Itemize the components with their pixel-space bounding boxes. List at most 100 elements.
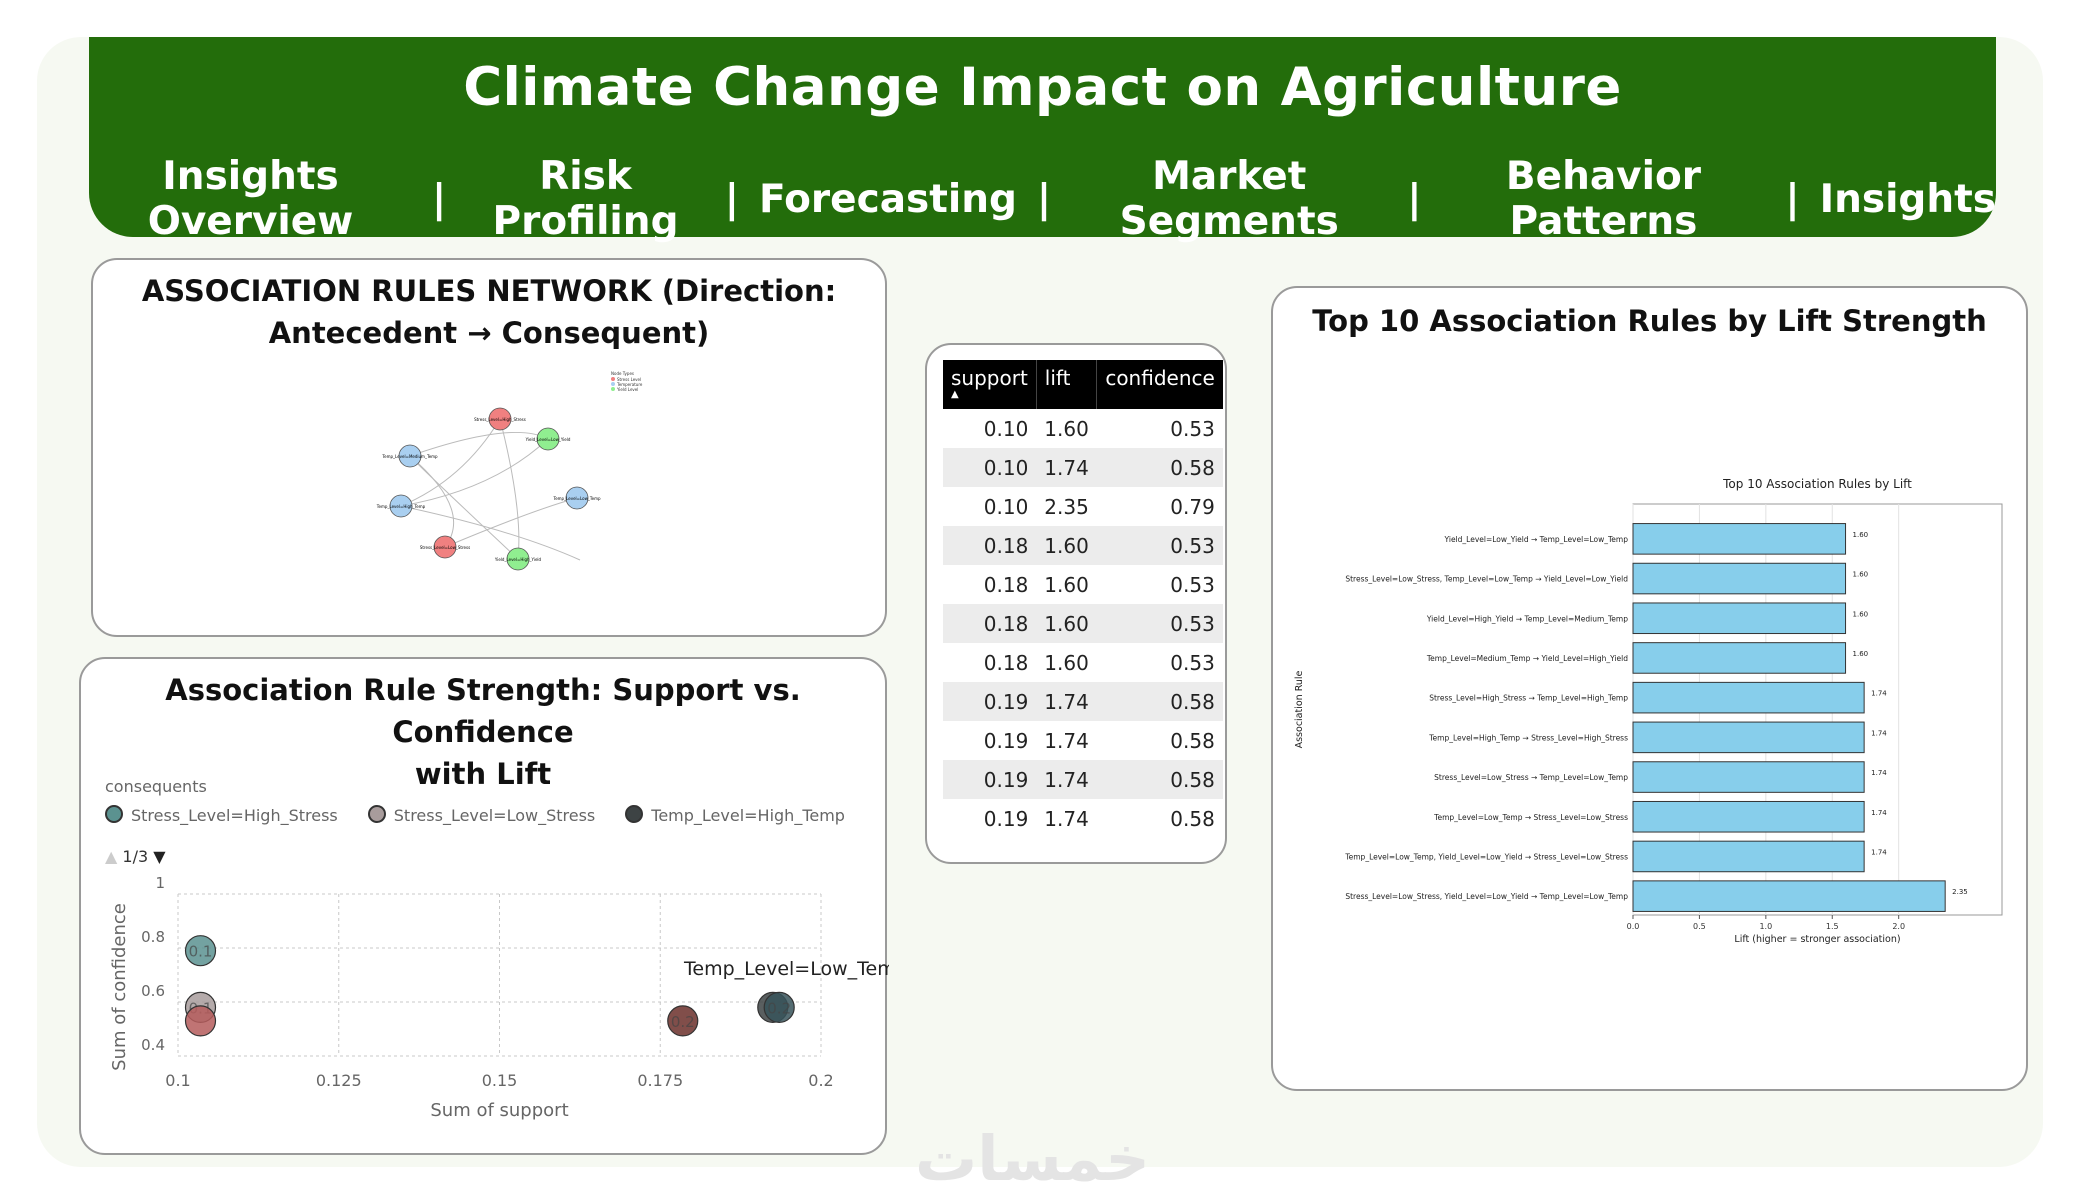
legend-item-high-temp[interactable]: Temp_Level=High_Temp [625, 805, 845, 825]
table-cell-lift: 1.74 [1044, 806, 1089, 831]
network-edge [400, 505, 581, 561]
network-edge [499, 418, 520, 560]
legend-item-low-stress[interactable]: Stress_Level=Low_Stress [367, 805, 595, 825]
table-cell-confidence: 0.53 [1096, 604, 1223, 643]
nav-insights[interactable]: Insights [1819, 176, 1996, 222]
scatter-point[interactable]: 0.2 [763, 991, 795, 1023]
scatter-point[interactable]: 0.1 [184, 935, 217, 967]
legend-label: Stress_Level=High_Stress [131, 806, 338, 825]
scatter-legend: Stress_Level=High_Stress Stress_Level=Lo… [105, 805, 845, 825]
table-row: 0.18 1.60 0.53 [943, 565, 1223, 604]
nav-separator: | [1407, 176, 1422, 222]
network-edge [444, 497, 578, 548]
rules-table: support ▲ lift confidence 0.10 1.60 0.53 0.… [943, 360, 1223, 838]
table-cell-confidence: 0.53 [1096, 526, 1223, 565]
network-title: ASSOCIATION RULES NETWORK (Direction: An… [93, 270, 885, 354]
legend-dot-yield [611, 387, 615, 391]
network-edge [400, 438, 549, 507]
network-graph: Node Types Stress Level Temperature Yiel… [376, 371, 643, 571]
pager-prev-button[interactable]: ▲ [105, 847, 118, 866]
col-support[interactable]: support ▲ [943, 360, 1037, 409]
bar-x-tick-label: 1.0 [1759, 922, 1772, 931]
scatter-point-marker[interactable] [184, 935, 217, 967]
lift-bar[interactable] [1632, 681, 1865, 714]
y-tick-label: 0.6 [141, 982, 165, 1000]
legend-swatch [625, 805, 644, 823]
legend-item-high-stress[interactable]: Stress_Level=High_Stress [105, 805, 338, 825]
table-cell-confidence: 0.79 [1170, 494, 1215, 519]
table-row: 0.10 1.60 0.53 [943, 409, 1223, 448]
legend-label: Temp_Level=High_Temp [651, 806, 845, 825]
nav-forecasting[interactable]: Forecasting [759, 176, 1017, 222]
nav-risk-profiling[interactable]: Risk Profiling [492, 154, 679, 244]
lift-bar-value-label: 1.74 [1871, 769, 1887, 777]
lift-bar-value-label: 1.74 [1871, 729, 1887, 737]
table-cell-support: 0.19 [943, 682, 1037, 721]
network-edge [409, 432, 549, 457]
scatter-point-label: 0.1 [189, 943, 213, 961]
x-axis-label: Sum of support [430, 1100, 568, 1121]
node-temp-medium [398, 444, 422, 468]
scatter-card: Association Rule Strength: Support vs. C… [79, 657, 889, 1155]
x-tick-label: 0.1 [165, 1071, 190, 1090]
table-cell-lift: 1.74 [1036, 682, 1097, 721]
network-edge [409, 455, 519, 560]
table-cell-confidence: 0.58 [1170, 728, 1215, 753]
network-card: ASSOCIATION RULES NETWORK (Direction: An… [91, 258, 887, 637]
node-label: Stress_Level=High_Stress [474, 417, 526, 422]
network-title-line1: ASSOCIATION RULES NETWORK (Direction: [141, 274, 837, 308]
nav-separator: | [724, 176, 740, 222]
bar-category-label: Yield_Level=High_Yield → Temp_Level=Medi… [1426, 614, 1628, 623]
bar-x-tick-label: 1.5 [1826, 922, 1839, 931]
lift-bar[interactable] [1632, 761, 1865, 793]
table-row: 0.19 1.74 0.58 [943, 682, 1223, 721]
network-title-line2: Antecedent → Consequent) [268, 316, 710, 350]
nav-insights-overview[interactable]: Insights Overview [147, 154, 354, 244]
lift-bar[interactable] [1632, 721, 1865, 754]
lift-bar-value-label: 1.74 [1871, 809, 1887, 817]
scatter-plot: 0.1 0.125 0.15 0.175 0.2 0.4 0.6 0.8 1 Sum of sup… [109, 874, 889, 1121]
bar-x-axis-label: Lift (higher = stronger association) [1734, 934, 1900, 945]
pager-next-button[interactable]: ▼ [153, 847, 166, 866]
bar-x-tick-label: 2.0 [1892, 922, 1905, 931]
network-nodes [389, 407, 589, 571]
col-confidence[interactable]: confidence [1096, 360, 1223, 409]
nav-market-segments[interactable]: Market Segments [1119, 154, 1339, 244]
dashboard-header: Climate Change Impact on Agriculture Ins… [89, 37, 1996, 244]
lift-bar-value-label: 1.74 [1871, 848, 1887, 856]
nav-behavior-patterns[interactable]: Behavior Patterns [1505, 154, 1701, 244]
scatter-point-marker[interactable] [184, 1005, 217, 1037]
scatter-point-marker[interactable] [763, 991, 795, 1023]
lift-bar[interactable] [1632, 523, 1847, 555]
lift-bar[interactable] [1632, 840, 1865, 873]
node-label: Yield_Level=Low_Yield [525, 437, 571, 442]
bar-category-label: Temp_Level=Low_Temp → Stress_Level=Low_S… [1433, 813, 1628, 822]
bar-category-label: Stress_Level=Low_Stress, Yield_Level=Low… [1345, 892, 1628, 901]
table-cell-confidence: 0.58 [1096, 682, 1223, 721]
lift-bar-value-label: 1.60 [1853, 571, 1869, 579]
scatter-point[interactable] [184, 1005, 217, 1037]
bar-x-tick-label: 0.5 [1693, 922, 1706, 931]
table-cell-support: 0.10 [983, 494, 1029, 519]
col-lift[interactable]: lift [1036, 360, 1098, 409]
sort-ascending-icon: ▲ [951, 389, 959, 400]
lift-bar[interactable] [1632, 562, 1847, 595]
legend-dot-temp [611, 382, 615, 386]
legend-pager: ▲ 1/3 ▼ [105, 847, 166, 866]
node-temp-low [565, 486, 589, 510]
scatter-point-label: 0.2 [767, 999, 791, 1017]
scatter-point[interactable]: 0.2 [667, 1005, 699, 1037]
lift-bar[interactable] [1632, 800, 1865, 833]
lift-bar[interactable] [1632, 602, 1847, 635]
network-edge [400, 418, 501, 507]
table-cell-support: 0.19 [943, 760, 1037, 799]
bar-chart-title: Top 10 Association Rules by Lift [1722, 477, 1912, 491]
table-cell-confidence: 0.58 [1096, 760, 1223, 799]
bar-category-label: Stress_Level=Low_Stress, Temp_Level=Low_… [1345, 575, 1628, 584]
y-tick-label: 1 [155, 874, 165, 892]
scatter-point-marker[interactable] [667, 1005, 699, 1037]
lift-bar[interactable] [1632, 642, 1847, 674]
lift-bar[interactable] [1632, 880, 1946, 912]
lift-bar-value-label: 2.35 [1952, 888, 1968, 896]
legend-dot-stress [611, 377, 615, 381]
